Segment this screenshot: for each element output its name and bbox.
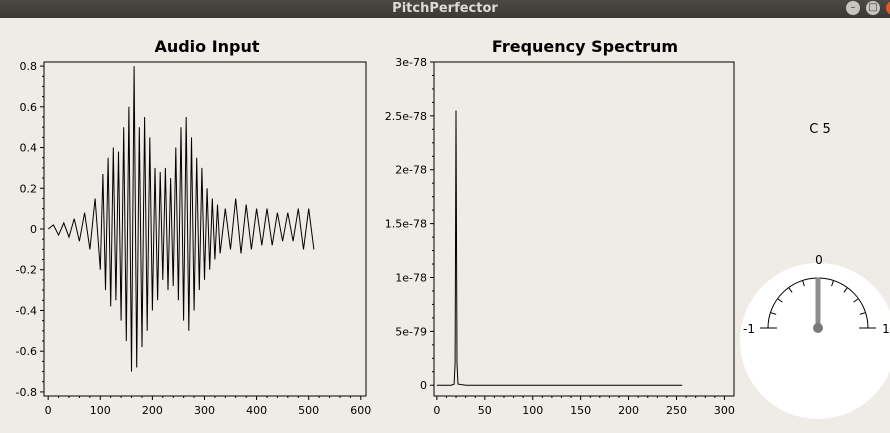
- audio-input-x-tick-label: 200: [142, 404, 163, 417]
- audio-input-y-tick-label: 0.2: [20, 182, 38, 195]
- frequency-spectrum-y-tick-label: 2e-78: [395, 164, 427, 177]
- detected-note-label: C 5: [809, 122, 831, 137]
- frequency-spectrum-x-tick-label: 300: [714, 404, 735, 417]
- audio-input-y-tick-label: 0.4: [20, 142, 38, 155]
- maximize-button[interactable]: □: [866, 1, 880, 15]
- frequency-spectrum-y-tick-label: 1.5e-78: [385, 218, 427, 231]
- gauge-max-label: 1: [882, 322, 890, 336]
- gauge-tick: [777, 298, 783, 303]
- audio-input-x-tick-label: 400: [246, 404, 267, 417]
- audio-input-y-tick-label: 0.6: [20, 101, 38, 114]
- gauge-needle-hub: [813, 323, 823, 333]
- frequency-spectrum-y-tick-label: 0: [420, 379, 427, 392]
- frequency-spectrum-x-tick-label: 200: [618, 404, 639, 417]
- gauge-tick: [831, 280, 834, 287]
- frequency-spectrum-y-tick-label: 5e-79: [395, 325, 427, 338]
- gauge-tick: [859, 312, 866, 315]
- audio-input-x-tick-label: 0: [45, 404, 52, 417]
- audio-input-chart: Audio Input 0.8 0.6 0.4 0.2 0 -0.2 -0.4 -0.6 -0.…: [16, 37, 372, 417]
- window-title: PitchPerfector: [392, 1, 498, 16]
- gauge-tick: [853, 298, 859, 303]
- frequency-spectrum-chart: Frequency Spectrum 3e-78 2.5e-78 2e-78 1.5e…: [385, 37, 735, 417]
- frequency-spectrum-x-tick-label: 250: [666, 404, 687, 417]
- audio-input-series-line: [47, 66, 315, 372]
- audio-input-x-tick-label: 100: [90, 404, 111, 417]
- gauge-min-label: -1: [743, 322, 755, 336]
- gauge-face: [740, 263, 890, 419]
- audio-input-y-tick-label: -0.4: [16, 304, 37, 317]
- frequency-spectrum-x-tick-label: 100: [522, 404, 543, 417]
- frequency-spectrum-plot-area: [433, 61, 735, 397]
- frequency-spectrum-y-tick-label: 3e-78: [395, 56, 427, 69]
- audio-input-y-tick-label: 0.8: [20, 60, 38, 73]
- minimize-button[interactable]: –: [846, 1, 860, 15]
- gauge-center-label: 0: [815, 253, 823, 267]
- gauge-tick: [788, 287, 793, 293]
- audio-input-x-tick-label: 500: [298, 404, 319, 417]
- audio-input-y-tick-label: -0.2: [16, 264, 37, 277]
- audio-input-title: Audio Input: [154, 37, 259, 56]
- frequency-spectrum-y-tick-label: 1e-78: [395, 271, 427, 284]
- frequency-spectrum-series-line: [436, 110, 683, 386]
- audio-input-x-tick-label: 300: [194, 404, 215, 417]
- tuning-gauge: -1 0 1: [740, 253, 890, 419]
- frequency-spectrum-title: Frequency Spectrum: [492, 37, 678, 56]
- window-title-bar: PitchPerfector: [0, 0, 890, 18]
- gauge-tick: [802, 280, 805, 287]
- frequency-spectrum-x-tick-label: 0: [433, 404, 440, 417]
- gauge-tick: [770, 312, 777, 315]
- frequency-spectrum-x-tick-label: 50: [478, 404, 492, 417]
- frequency-spectrum-y-tick-label: 2.5e-78: [385, 110, 427, 123]
- frequency-spectrum-x-tick-label: 150: [570, 404, 591, 417]
- audio-input-x-tick-label: 600: [350, 404, 371, 417]
- close-button[interactable]: ×: [886, 1, 890, 15]
- audio-input-y-tick-label: -0.6: [16, 345, 37, 358]
- audio-input-y-tick-label: -0.8: [16, 386, 37, 399]
- gauge-tick: [843, 287, 848, 293]
- plots-area: Audio Input 0.8 0.6 0.4 0.2 0 -0.2 -0.4 -0.6 -0.…: [16, 37, 890, 419]
- audio-input-y-tick-label: 0: [30, 223, 37, 236]
